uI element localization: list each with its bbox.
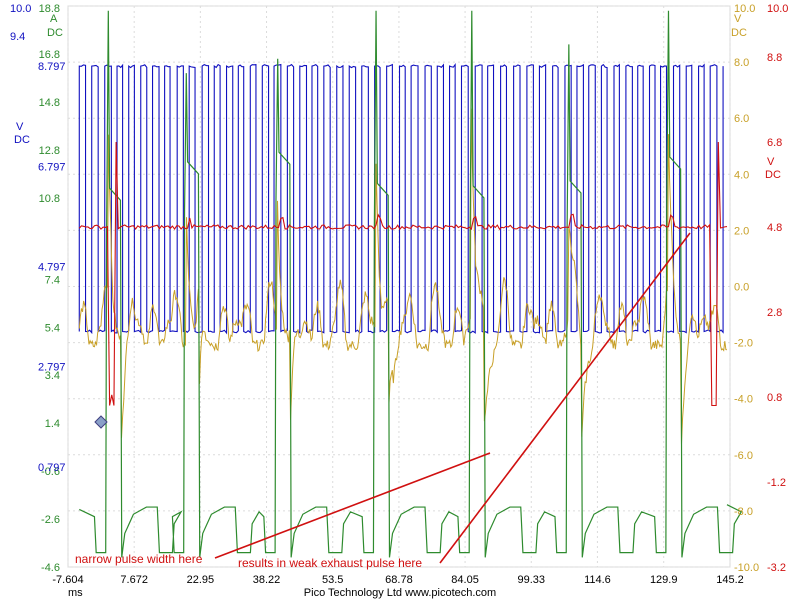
x-tick-label: 145.2 <box>716 574 744 586</box>
ch_green-tick-label: -0.6 <box>41 466 60 478</box>
ch_orange-tick-label: 6.0 <box>734 113 749 125</box>
ch_red-tick-label: 0.8 <box>767 392 782 404</box>
ch_green-tick-label: 16.8 <box>39 49 60 61</box>
blue-axis-unit: V <box>16 121 24 133</box>
green-axis-coupling: DC <box>47 27 63 39</box>
ch_blue-tick-label: 10.0 <box>10 3 31 15</box>
x-tick-label: 22.95 <box>187 574 215 586</box>
ch_red-tick-label: -3.2 <box>767 562 786 574</box>
ch_green-tick-label: -2.6 <box>41 514 60 526</box>
x-tick-label: 38.22 <box>253 574 281 586</box>
ch_blue-tick-label: 9.4 <box>10 31 25 43</box>
ch_blue-tick-label: 6.797 <box>38 161 66 173</box>
ch_blue-tick-label: 2.797 <box>38 362 66 374</box>
orange-trace <box>78 108 728 445</box>
x-tick-label: 84.05 <box>451 574 479 586</box>
ch_green-tick-label: -4.6 <box>41 562 60 574</box>
ch_orange-tick-label: -4.0 <box>734 394 753 406</box>
ch_red-tick-label: 8.8 <box>767 52 782 64</box>
blue-axis-coupling: DC <box>14 134 30 146</box>
orange-axis-coupling: DC <box>731 27 747 39</box>
ch_red-tick-label: 4.8 <box>767 222 782 234</box>
ch_orange-tick-label: 4.0 <box>734 169 749 181</box>
green-trace <box>79 10 743 558</box>
ch_orange-tick-label: -6.0 <box>734 450 753 462</box>
x-tick-label: 53.5 <box>322 574 343 586</box>
x-tick-label: -7.604 <box>52 574 83 586</box>
annotation-narrow-pulse: narrow pulse width here <box>75 552 203 566</box>
ch_orange-tick-label: 0.0 <box>734 282 749 294</box>
x-tick-label: 129.9 <box>650 574 678 586</box>
footer-credit: Pico Technology Ltd www.picotech.com <box>304 587 496 599</box>
trace-layer <box>78 10 743 558</box>
green-axis-unit: A <box>50 13 58 25</box>
ch_blue-tick-label: 4.797 <box>38 262 66 274</box>
ruler-marker-icon[interactable] <box>94 415 108 429</box>
ch_red-tick-label: -1.2 <box>767 477 786 489</box>
ch_green-tick-label: 14.8 <box>39 97 60 109</box>
ch_green-tick-label: 18.8 <box>39 3 60 15</box>
x-tick-label: 7.672 <box>120 574 148 586</box>
ch_orange-tick-label: -8.0 <box>734 506 753 518</box>
ch_green-tick-label: 5.4 <box>45 322 60 334</box>
red-axis-unit: V <box>767 156 775 168</box>
x-axis-unit: ms <box>68 587 83 599</box>
red-trace <box>78 141 728 407</box>
ch_orange-tick-label: 8.0 <box>734 57 749 69</box>
x-tick-label: 99.33 <box>518 574 546 586</box>
ch_red-tick-label: 10.0 <box>767 3 788 15</box>
ch_blue-tick-label: 0.797 <box>38 462 66 474</box>
ch_green-tick-label: 7.4 <box>45 274 60 286</box>
ch_orange-tick-label: 2.0 <box>734 225 749 237</box>
ch_green-tick-label: 3.4 <box>45 370 60 382</box>
ch_orange-tick-label: 10.0 <box>734 3 755 15</box>
ch_red-tick-label: 2.8 <box>767 307 782 319</box>
ch_orange-tick-label: -2.0 <box>734 338 753 350</box>
ch_orange-tick-label: -10.0 <box>734 562 759 574</box>
orange-axis-unit: V <box>734 13 742 25</box>
annotation-arrow-weak-exhaust <box>439 232 691 564</box>
red-axis-coupling: DC <box>765 169 781 181</box>
ch_green-tick-label: 10.8 <box>39 193 60 205</box>
ch_green-tick-label: 12.8 <box>39 145 60 157</box>
ch_green-tick-label: 1.4 <box>45 418 60 430</box>
ch_red-tick-label: 6.8 <box>767 137 782 149</box>
x-tick-label: 68.78 <box>385 574 413 586</box>
annotation-weak-exhaust: results in weak exhaust pulse here <box>238 556 422 570</box>
annotation-arrow-narrow-pulse <box>214 452 491 559</box>
ch_blue-tick-label: 8.797 <box>38 61 66 73</box>
x-tick-label: 114.6 <box>584 574 611 586</box>
tick-labels: -7.604 7.672 22.95 38.22 53.5 68.78 84.05 99.33… <box>10 3 788 586</box>
